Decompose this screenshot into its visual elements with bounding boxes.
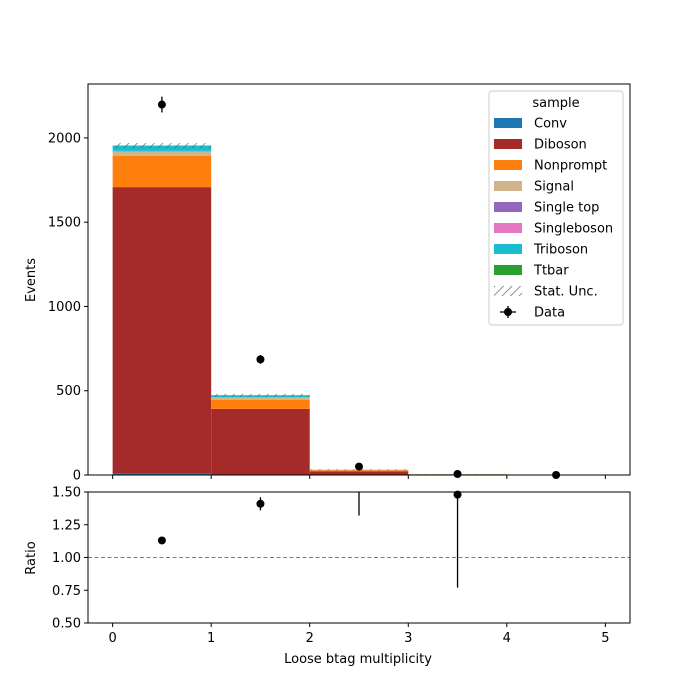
main-x-ticks [112,475,606,479]
legend-label-stat-unc: Stat. Unc. [534,285,598,300]
legend-label-signal: Signal [534,180,574,195]
main-ytick-label-2: 1000 [48,300,81,315]
ratio-y-axis-label: Ratio [24,541,39,574]
main-plot-panel: 0 500 1000 1500 2000 Events [24,83,631,484]
stat-unc-band-bin-0 [112,142,212,149]
bar-diboson-bin-0 [112,187,212,474]
data-point-0 [157,100,166,109]
bar-diboson-bin-1 [211,408,310,475]
bar-triboson-bin-0 [112,145,212,151]
legend: sample Conv Diboson Nonprompt Signal Single … [488,90,624,326]
ratio-xtick-label-2: 2 [306,631,314,646]
legend-label-ttbar: Ttbar [533,264,569,279]
legend-title: sample [532,96,579,111]
legend-entries: Conv Diboson Nonprompt Signal Single top Sing… [494,117,613,321]
ratio-ytick-label-1: 0.75 [52,584,81,599]
main-ytick-label-3: 1500 [48,216,81,231]
ratio-ytick-label-2: 1.00 [52,551,81,566]
legend-swatch-single-top [494,202,522,212]
ratio-xtick-label-1: 1 [207,631,215,646]
bar-conv-bin-0 [112,473,212,475]
legend-swatch-nonprompt [494,160,522,170]
stacked-bars [112,145,507,475]
main-plot-frame [87,83,631,476]
data-point-1 [256,355,265,364]
data-point-2 [355,462,363,471]
legend-box [488,90,624,326]
legend-label-triboson: Triboson [533,243,588,258]
bar-signal-bin-0 [112,151,212,156]
data-point-3 [453,469,462,478]
ratio-points [157,490,462,588]
ratio-xtick-label-0: 0 [108,631,116,646]
bar-nonprompt-bin-1 [211,399,310,409]
bar-diboson-bin-2 [309,471,409,475]
main-ytick-label-0: 0 [73,469,81,484]
main-y-axis-label: Events [24,258,39,302]
legend-marker-data [504,308,512,316]
ratio-xtick-label-4: 4 [503,631,511,646]
bar-nonprompt-bin-2 [309,470,409,472]
legend-swatch-conv [494,118,522,128]
legend-label-single-top: Single top [534,201,599,216]
main-ytick-label-4: 2000 [48,131,81,146]
legend-label-singleboson: Singleboson [534,222,613,237]
ratio-xtick-label-5: 5 [601,631,609,646]
ratio-plot-panel: 0.50 0.75 1.00 1.25 1.50 0 1 2 3 4 5 Ratio Loose … [24,486,631,667]
x-axis-label: Loose btag multiplicity [284,652,432,667]
bar-singleboson-bin-0 [112,150,212,152]
ratio-point-1 [256,499,265,508]
ratio-x-ticks: 0 1 2 3 4 5 [108,623,610,646]
data-points [157,96,561,479]
ratio-ytick-label-4: 1.50 [52,486,81,501]
legend-label-data: Data [534,306,565,321]
legend-swatch-triboson [494,244,522,254]
legend-swatch-signal [494,181,522,191]
ratio-ytick-label-0: 0.50 [52,617,81,632]
stat-unc-band-bin-1 [211,393,310,397]
bar-signal-bin-1 [211,397,310,400]
main-ytick-label-1: 500 [56,384,81,399]
legend-swatch-diboson [494,139,522,149]
legend-swatch-ttbar [494,265,522,275]
ratio-y-ticks: 0.50 0.75 1.00 1.25 1.50 [52,486,88,632]
ratio-xtick-label-3: 3 [404,631,412,646]
legend-swatch-singleboson [494,223,522,233]
bar-nonprompt-bin-0 [112,155,212,188]
legend-label-nonprompt: Nonprompt [534,159,607,174]
ratio-point-3 [453,490,462,499]
main-y-ticks: 0 500 1000 1500 2000 [48,131,88,484]
legend-swatch-stat-unc [494,286,522,296]
legend-label-conv: Conv [534,117,567,132]
ratio-point-0 [157,536,166,545]
ratio-ytick-label-3: 1.25 [52,518,81,533]
legend-label-diboson: Diboson [534,138,587,153]
